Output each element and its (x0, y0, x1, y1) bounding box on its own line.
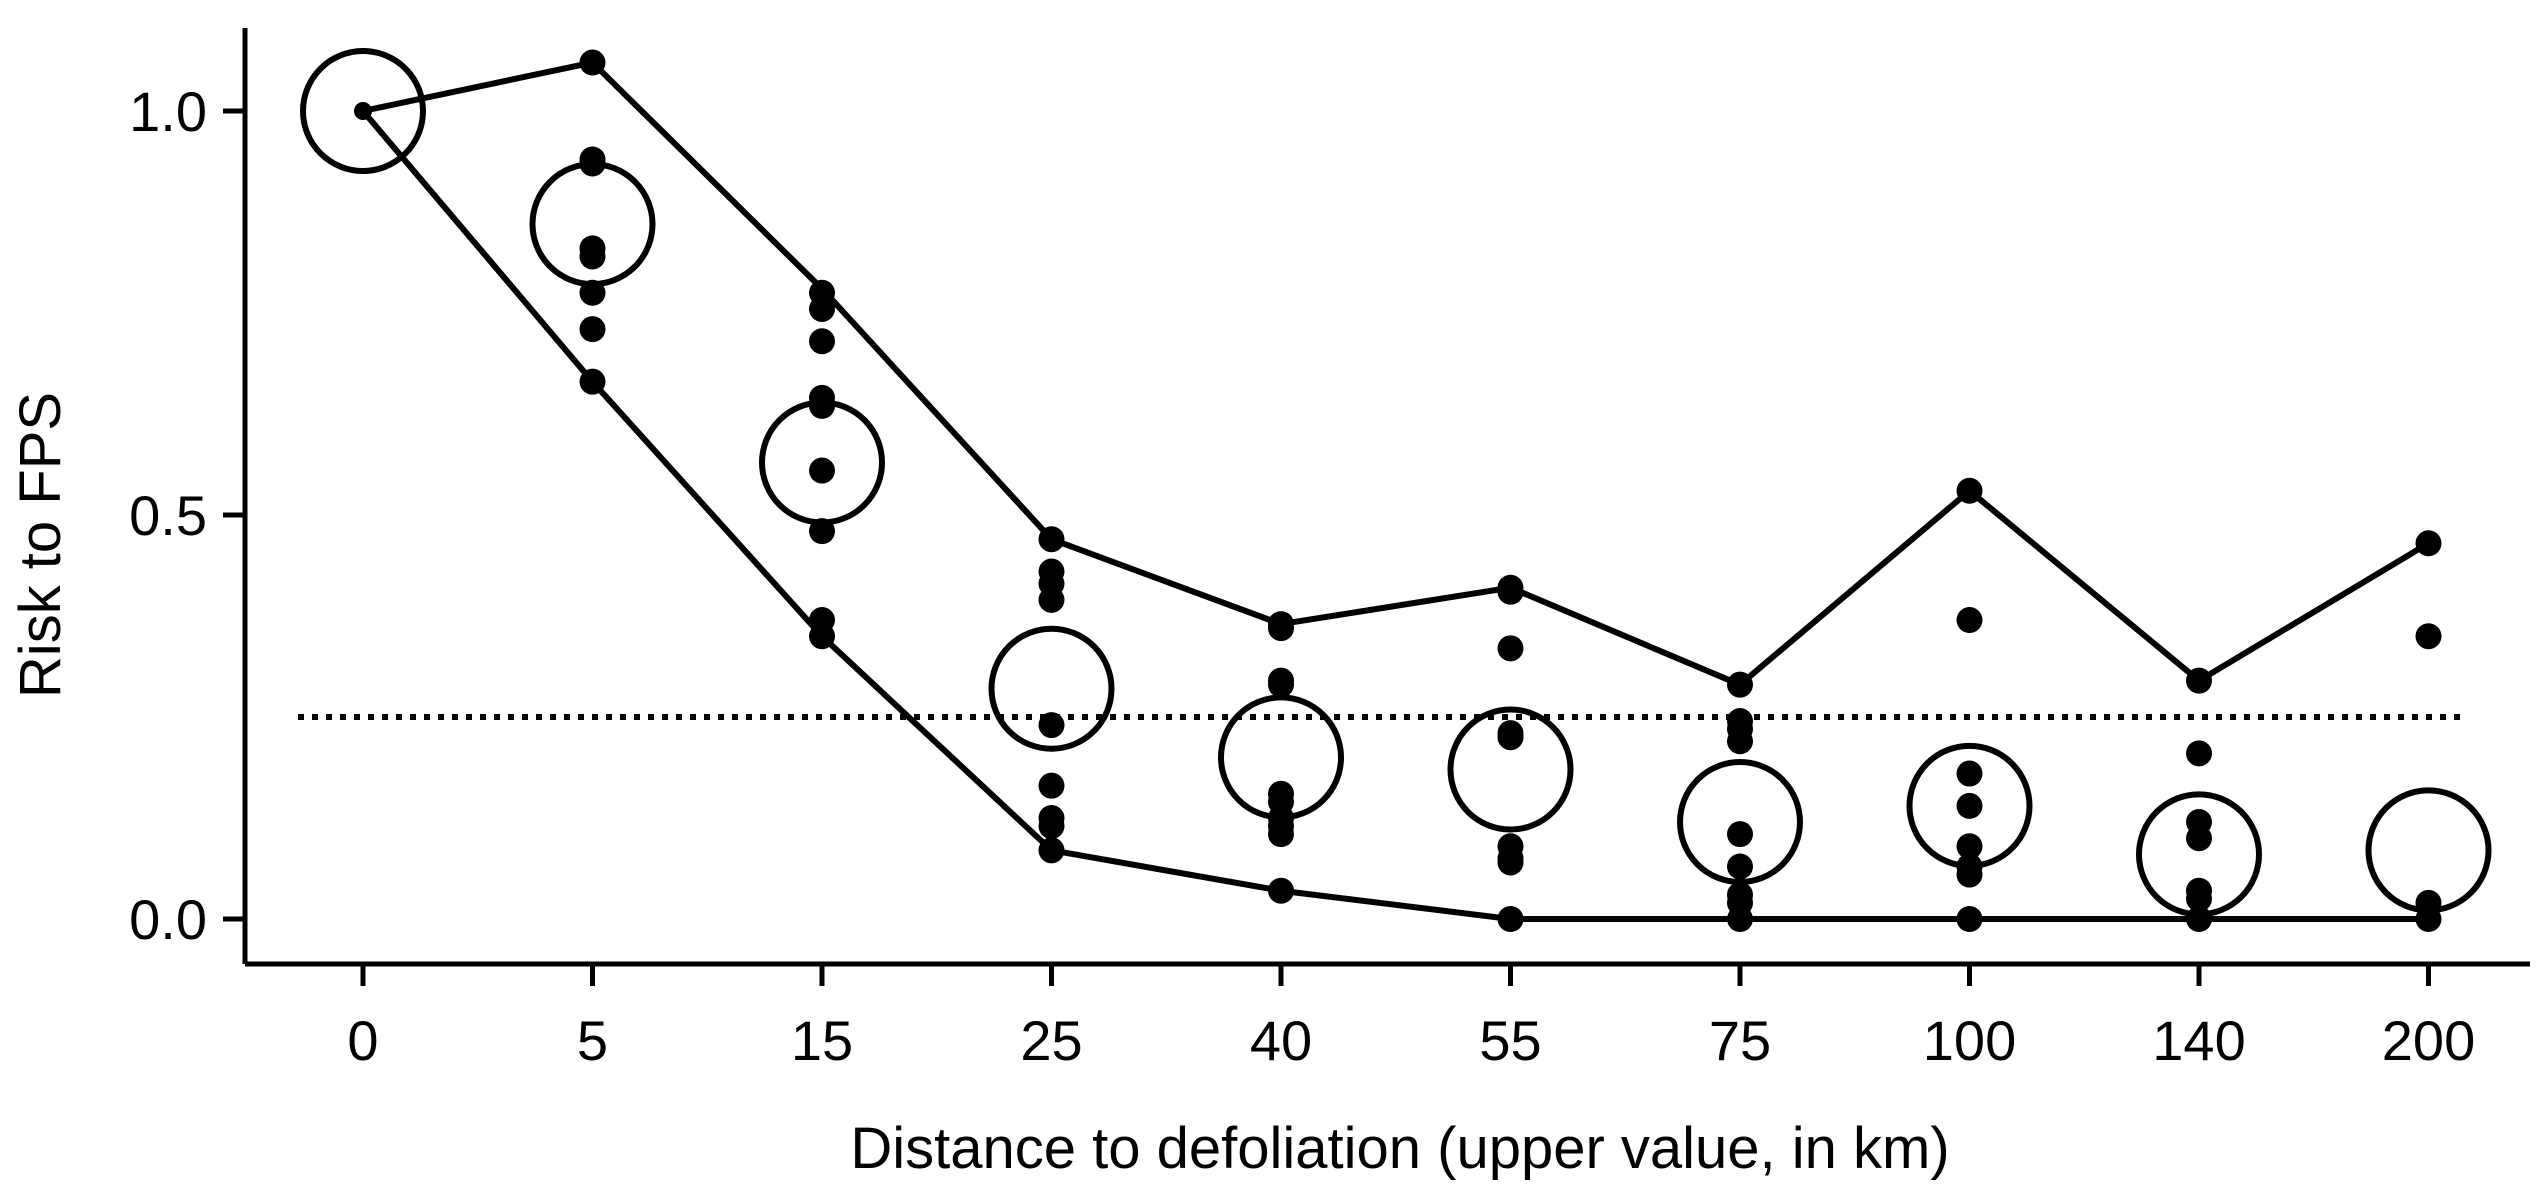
data-point-4-3 (1268, 671, 1294, 698)
data-point-2-1 (809, 295, 835, 322)
data-point-3-7 (1038, 813, 1065, 840)
data-point-3-3 (1038, 586, 1065, 613)
mean-circle-7 (1906, 742, 2033, 869)
data-point-9-0 (2415, 530, 2442, 557)
mean-circle-5 (1447, 706, 1574, 833)
data-point-0-0 (354, 102, 372, 120)
data-point-7-1 (1956, 607, 1983, 634)
data-point-4-9 (1268, 877, 1294, 904)
data-point-6-3 (1727, 728, 1753, 755)
data-point-1-4 (579, 243, 606, 270)
x-tick-label-0: 0 (347, 1009, 378, 1072)
data-point-1-0 (579, 49, 606, 76)
x-tick-label-3: 25 (1020, 1009, 1082, 1072)
data-points (354, 49, 2442, 932)
y-axis-title: Risk to FPS (8, 392, 73, 698)
y-tick-label-0: 0.0 (129, 888, 207, 951)
axes: 0.0 0.5 1.0 0 5 15 25 40 55 75 100 140 200 (129, 28, 2530, 1072)
data-point-8-6 (2186, 906, 2212, 932)
data-point-3-4 (1038, 712, 1065, 739)
series-lines (360, 59, 2431, 922)
data-point-6-0 (1727, 671, 1753, 698)
lower-line (360, 109, 2429, 922)
data-point-2-8 (809, 623, 835, 650)
data-point-6-4 (1727, 821, 1753, 848)
data-point-8-0 (2186, 667, 2212, 694)
mean-circle-9 (2365, 787, 2492, 914)
data-point-5-4 (1497, 724, 1524, 751)
data-point-1-6 (579, 316, 606, 343)
data-point-8-3 (2186, 825, 2212, 852)
x-tick-label-9: 200 (2382, 1009, 2475, 1072)
x-tick-label-7: 100 (1923, 1009, 2016, 1072)
x-tick-label-1: 5 (577, 1009, 608, 1072)
data-point-5-2 (1497, 635, 1524, 662)
mean-circle-2 (759, 399, 885, 526)
data-point-2-4 (809, 392, 835, 419)
mean-circle-0 (300, 48, 426, 174)
data-point-3-5 (1038, 772, 1065, 799)
x-tick-label-2: 15 (791, 1009, 853, 1072)
y-tick-label-1: 0.5 (129, 484, 207, 547)
data-point-7-3 (1956, 792, 1983, 819)
data-point-7-2 (1956, 760, 1983, 787)
y-tick-label-2: 1.0 (129, 80, 207, 143)
x-axis-title: Distance to defoliation (upper value, in… (850, 1116, 1949, 1181)
data-point-3-0 (1038, 526, 1065, 553)
data-point-4-8 (1268, 821, 1294, 848)
data-point-8-1 (2186, 740, 2212, 767)
upper-line (362, 59, 2431, 688)
x-tick-label-8: 140 (2152, 1009, 2245, 1072)
data-point-7-7 (1956, 906, 1983, 932)
mean-circle-3 (988, 625, 1115, 752)
x-tick-label-4: 40 (1250, 1009, 1312, 1072)
mean-circle-4 (1218, 694, 1344, 821)
mean-circle-8 (2136, 791, 2262, 918)
data-point-6-8 (1727, 906, 1753, 932)
x-tick-label-6: 75 (1709, 1009, 1771, 1072)
mean-circle-1 (529, 161, 656, 288)
data-point-4-1 (1268, 615, 1294, 642)
x-tick-label-5: 55 (1479, 1009, 1541, 1072)
data-point-8-5 (2186, 885, 2212, 912)
data-point-5-8 (1497, 906, 1524, 932)
data-point-3-8 (1038, 837, 1065, 864)
data-point-7-0 (1956, 477, 1983, 504)
data-point-2-5 (809, 457, 835, 484)
mean-circle-6 (1677, 759, 1803, 886)
data-point-2-2 (809, 328, 835, 355)
mean-circles (300, 48, 2492, 918)
data-point-9-1 (2415, 623, 2442, 650)
data-point-1-7 (579, 368, 606, 395)
data-point-5-1 (1497, 578, 1524, 605)
data-point-7-4 (1956, 833, 1983, 860)
data-point-6-5 (1727, 853, 1753, 880)
data-point-5-7 (1497, 849, 1524, 876)
